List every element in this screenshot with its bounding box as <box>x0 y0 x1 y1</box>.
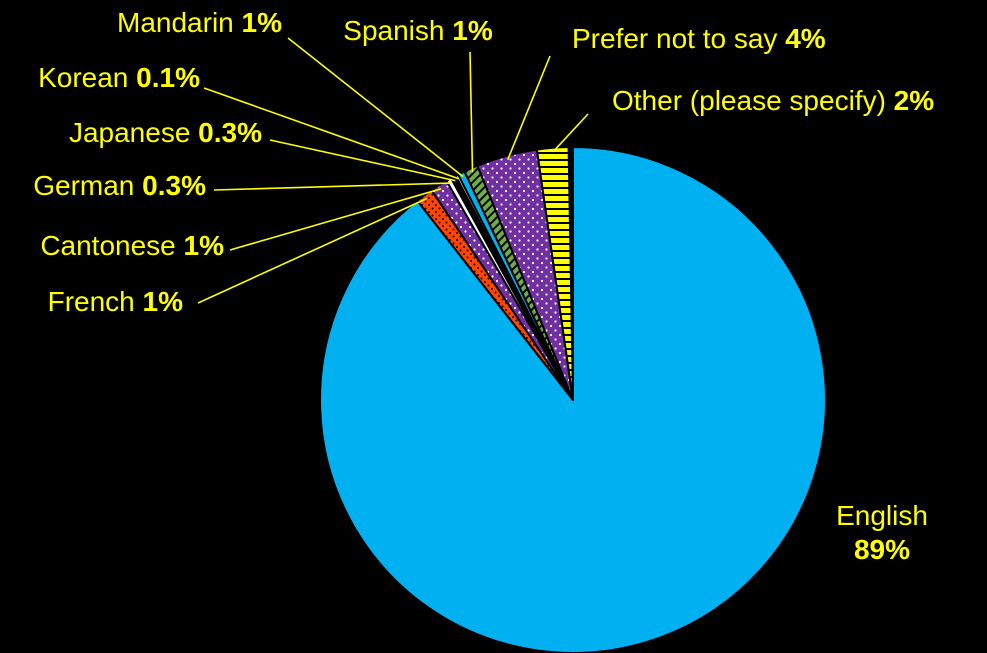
data-label-cantonese: Cantonese 1% <box>40 230 224 261</box>
data-label-german: German 0.3% <box>33 170 206 201</box>
slice-labels: English 89% French 1% Cantonese 1% German 0.… <box>33 7 934 565</box>
data-label-spanish: Spanish 1% <box>343 15 493 46</box>
leader-line-german <box>213 182 451 191</box>
pie-slice-other-please-specify <box>535 146 574 401</box>
data-label-english: English 89% <box>836 500 928 565</box>
pie-slices <box>319 146 827 653</box>
data-label-korean: Korean 0.1% <box>38 62 200 93</box>
data-label-french: French 1% <box>48 286 184 317</box>
leader-line-mandarin <box>287 37 464 178</box>
leader-line-french <box>197 197 427 304</box>
leader-line-other-please-specify <box>552 113 589 153</box>
leader-line-cantonese <box>229 188 442 251</box>
leader-line-prefer-not-to-say <box>506 55 551 161</box>
leader-lines <box>197 37 589 304</box>
leader-line-spanish <box>469 51 474 173</box>
data-label-other-please-specify: Other (please specify) 2% <box>612 85 934 116</box>
data-label-japanese: Japanese 0.3% <box>69 117 262 148</box>
data-label-mandarin: Mandarin 1% <box>117 7 282 38</box>
data-label-prefer-not-to-say: Prefer not to say 4% <box>572 23 826 54</box>
leader-line-korean <box>203 87 460 180</box>
leader-line-japanese <box>269 139 456 182</box>
